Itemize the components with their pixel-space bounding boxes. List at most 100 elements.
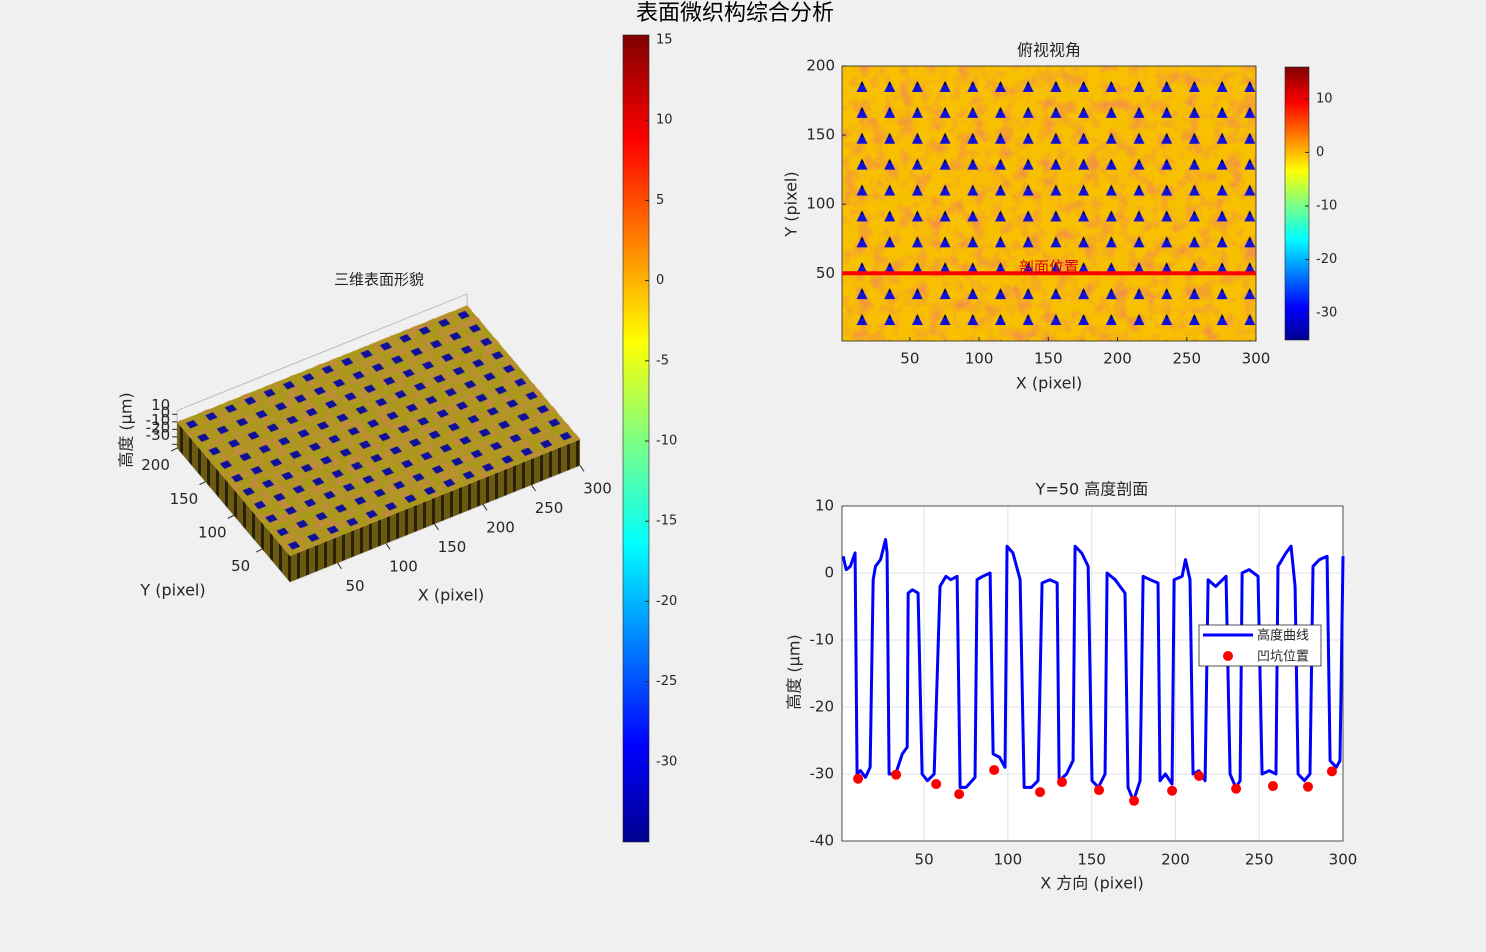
colorbar-tick-label: 0	[656, 273, 664, 288]
y-tick-label: -10	[810, 631, 835, 649]
y-tick-label: 100	[806, 195, 835, 213]
colorbar-tick-label: -30	[1316, 306, 1337, 321]
z-tick-label: -30	[146, 426, 171, 444]
chart-title: 俯视视角	[1017, 41, 1081, 60]
x-tick-label: 50	[900, 350, 919, 368]
surface-top	[177, 305, 581, 556]
pit-marker	[1094, 785, 1105, 796]
pit-marker	[1302, 781, 1313, 792]
colorbar-tick-label: 10	[656, 113, 673, 128]
x-tick-label: 250	[1172, 350, 1201, 368]
x-tick-label: 100	[965, 350, 994, 368]
surface-side	[177, 422, 290, 582]
y-tick-label: 50	[816, 264, 835, 282]
pit-marker	[1326, 766, 1337, 777]
y-tick-label: 0	[824, 564, 834, 582]
pit-marker	[1057, 777, 1068, 788]
colorbar-tick-label: -10	[656, 434, 677, 449]
pit-marker	[1129, 795, 1140, 806]
z-axis-label: 高度 (μm)	[117, 392, 136, 467]
colorbar-tick-label: 15	[656, 33, 673, 48]
annotation: 剖面位置	[1019, 258, 1079, 276]
y-tick-label: -20	[810, 698, 835, 716]
colorbar-tick-label: -10	[1316, 199, 1337, 214]
y-tick	[227, 514, 235, 519]
colorbar-tick-label: 5	[656, 193, 664, 208]
y-tick-label: 200	[806, 57, 835, 75]
colorbar-tick-label: -5	[656, 353, 669, 368]
z-tick-label: -10	[146, 411, 171, 429]
x-tick-label: 300	[1242, 350, 1271, 368]
x-tick-label: 100	[994, 851, 1023, 869]
pit-marker	[1267, 781, 1278, 792]
y-tick-label: -30	[810, 765, 835, 783]
x-tick-label: 200	[1103, 350, 1132, 368]
x-axis-label: X (pixel)	[418, 586, 484, 605]
colorbar-tick-label: -15	[656, 514, 677, 529]
x-tick	[482, 504, 488, 511]
x-tick-label: 300	[583, 479, 612, 497]
x-tick	[531, 484, 536, 492]
surface-front	[290, 439, 581, 582]
colorbar-tick-label: 10	[1316, 91, 1333, 106]
x-tick-label: 200	[1161, 851, 1190, 869]
surface-pits	[177, 305, 581, 556]
y-tick	[170, 447, 178, 452]
x-tick-label: 300	[1329, 851, 1358, 869]
legend-label: 凹坑位置	[1257, 650, 1309, 665]
z-tick-label: -20	[146, 418, 171, 436]
pit-marker	[853, 773, 864, 784]
legend-box	[1198, 624, 1322, 667]
axes-frame	[841, 505, 1344, 842]
x-tick-label: 150	[438, 538, 467, 556]
figure-title: 表面微织构综合分析	[636, 1, 834, 26]
z-tick-label: 0	[161, 403, 171, 421]
y-axis-label: 高度 (μm)	[785, 634, 804, 709]
chart-title: 三维表面形貌	[334, 271, 424, 289]
z-tick-label: 10	[151, 396, 170, 414]
y-tick-label: 10	[815, 497, 834, 515]
x-axis-label: X (pixel)	[1016, 374, 1082, 393]
pit-marker	[1167, 785, 1178, 796]
plot-area	[842, 506, 1343, 841]
x-tick-label: 50	[345, 577, 364, 595]
y-tick-label: 200	[141, 456, 170, 474]
y-tick	[199, 481, 206, 486]
pit-marker	[931, 779, 942, 790]
colorbar	[622, 34, 650, 843]
colorbar	[1284, 66, 1310, 341]
x-tick-label: 100	[389, 557, 418, 575]
pit-marker	[891, 769, 902, 780]
colorbar-tick-label: -20	[1316, 252, 1337, 267]
pit-marker	[989, 764, 1000, 775]
axes-frame	[841, 65, 1257, 342]
y-axis-label: Y (pixel)	[782, 171, 801, 237]
pit-marker	[1194, 771, 1205, 782]
x-tick-label: 150	[1077, 851, 1106, 869]
y-tick-label: 150	[806, 126, 835, 144]
colorbar-tick-label: -30	[656, 754, 677, 769]
legend-symbol	[1223, 651, 1233, 661]
y-tick-label: 100	[198, 523, 227, 541]
x-tick-label: 250	[1245, 851, 1274, 869]
x-tick	[337, 562, 342, 570]
pit-marker	[954, 789, 965, 800]
x-tick-label: 200	[486, 518, 515, 536]
x-tick-label: 50	[915, 851, 934, 869]
pit-marker	[1231, 783, 1242, 794]
colorbar-tick-label: -25	[656, 674, 677, 689]
x-tick-label: 150	[1034, 350, 1063, 368]
x-tick	[385, 543, 391, 550]
y-axis-label: Y (pixel)	[139, 581, 205, 600]
pit-marker	[1035, 787, 1046, 798]
profile-curve	[841, 538, 1345, 803]
y-tick-label: -40	[810, 832, 835, 850]
axis-box	[176, 293, 468, 412]
x-tick	[434, 523, 439, 531]
x-tick-label: 250	[535, 499, 564, 517]
heatmap-pits	[842, 66, 1256, 341]
y-tick-label: 150	[170, 490, 199, 508]
colorbar-tick-label: 0	[1316, 145, 1324, 160]
y-tick	[255, 548, 263, 553]
